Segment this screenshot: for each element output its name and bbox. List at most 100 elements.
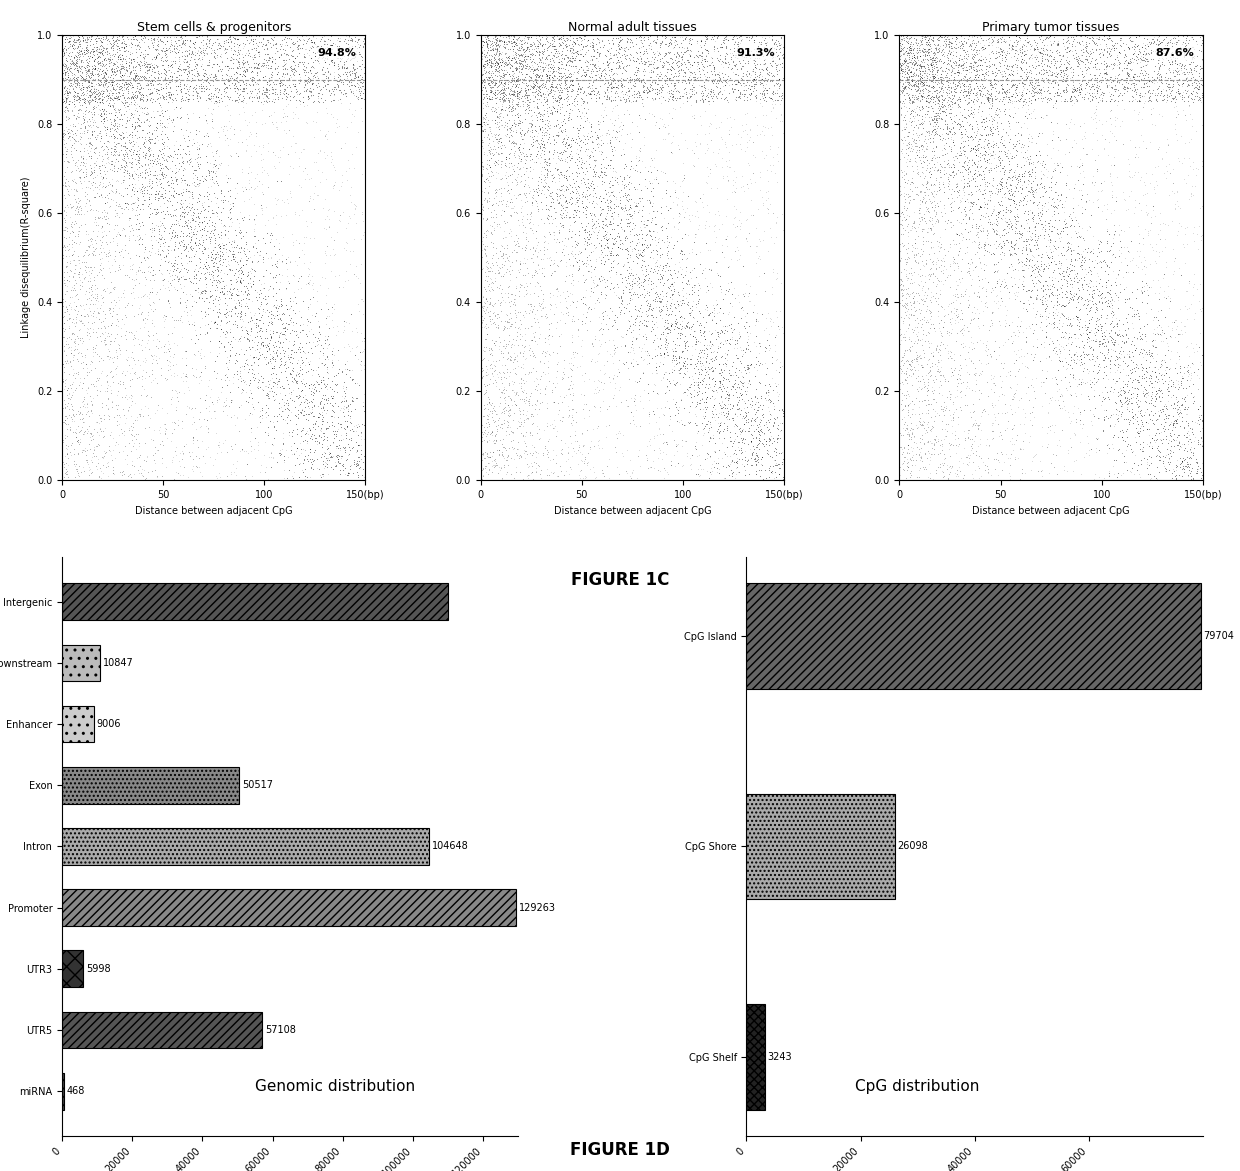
Point xyxy=(79,386,99,405)
Point xyxy=(744,30,764,49)
Point xyxy=(305,59,325,77)
Point xyxy=(76,85,95,104)
Point xyxy=(900,39,920,57)
Point xyxy=(670,336,689,355)
Point xyxy=(991,316,1011,335)
Point xyxy=(200,258,219,276)
Point xyxy=(765,342,785,361)
Point xyxy=(1090,63,1110,82)
Point xyxy=(239,69,259,88)
Point xyxy=(980,191,999,210)
Point xyxy=(1182,471,1202,489)
Point xyxy=(155,102,175,121)
Point xyxy=(657,338,677,357)
Point xyxy=(1169,54,1189,73)
Point xyxy=(918,219,937,238)
Point xyxy=(1038,66,1058,84)
Point xyxy=(915,331,935,350)
Point xyxy=(82,396,102,415)
Point xyxy=(1120,78,1140,97)
Point xyxy=(1123,68,1143,87)
Point xyxy=(237,349,257,368)
Point xyxy=(180,41,200,60)
Point xyxy=(184,269,203,288)
Point xyxy=(93,26,113,44)
Point xyxy=(709,299,729,317)
Point xyxy=(1183,29,1203,48)
Point xyxy=(627,355,647,374)
Point xyxy=(1130,422,1149,440)
Point xyxy=(187,174,207,193)
Point xyxy=(498,278,518,296)
Point xyxy=(699,259,719,278)
Point xyxy=(734,415,754,433)
Point xyxy=(556,267,575,286)
Point xyxy=(773,453,792,472)
Point xyxy=(71,167,91,186)
Point xyxy=(548,159,568,178)
Point xyxy=(486,433,506,452)
Point xyxy=(223,247,243,266)
Point xyxy=(1116,200,1136,219)
Point xyxy=(330,438,350,457)
Point xyxy=(218,101,238,119)
Point xyxy=(352,55,372,74)
Point xyxy=(900,427,920,446)
Point xyxy=(198,90,218,109)
Point xyxy=(672,319,692,337)
Point xyxy=(567,252,587,271)
Point xyxy=(339,100,358,118)
Point xyxy=(1087,83,1107,102)
Point xyxy=(268,299,288,317)
Point xyxy=(709,52,729,70)
Point xyxy=(346,214,366,233)
Point xyxy=(67,87,87,105)
Point xyxy=(1146,367,1166,385)
Point xyxy=(83,47,103,66)
Point xyxy=(658,249,678,268)
Point xyxy=(978,190,998,208)
Point xyxy=(1024,39,1044,57)
Point xyxy=(565,184,585,203)
Point xyxy=(1158,75,1178,94)
Point xyxy=(208,260,228,279)
Point xyxy=(753,84,773,103)
Point xyxy=(929,378,949,397)
Point xyxy=(533,104,553,123)
Point xyxy=(81,355,100,374)
Point xyxy=(206,142,226,160)
Point xyxy=(337,471,357,489)
Point xyxy=(84,187,104,206)
Point xyxy=(1156,329,1176,348)
Point xyxy=(722,464,742,482)
Point xyxy=(172,231,192,249)
Point xyxy=(471,424,491,443)
Point xyxy=(531,170,551,189)
Point xyxy=(758,383,777,402)
Point xyxy=(1028,198,1048,217)
Point xyxy=(503,156,523,174)
Point xyxy=(558,230,578,248)
Point xyxy=(1156,409,1176,427)
Point xyxy=(996,306,1016,324)
Point xyxy=(728,66,748,84)
Point xyxy=(91,56,110,75)
Point xyxy=(57,262,77,281)
Point xyxy=(1079,331,1099,350)
Point xyxy=(1037,322,1056,341)
Point xyxy=(914,76,934,95)
Point xyxy=(1179,454,1199,473)
Point xyxy=(595,315,615,334)
Point xyxy=(1172,404,1192,423)
Point xyxy=(97,149,117,167)
Point xyxy=(1156,157,1176,176)
Point xyxy=(667,267,687,286)
Point xyxy=(171,108,191,126)
Point xyxy=(618,85,637,104)
Point xyxy=(954,108,973,126)
Point xyxy=(668,57,688,76)
Point xyxy=(1147,85,1167,104)
Point xyxy=(961,56,981,75)
Point xyxy=(500,73,520,91)
Point xyxy=(322,50,342,69)
